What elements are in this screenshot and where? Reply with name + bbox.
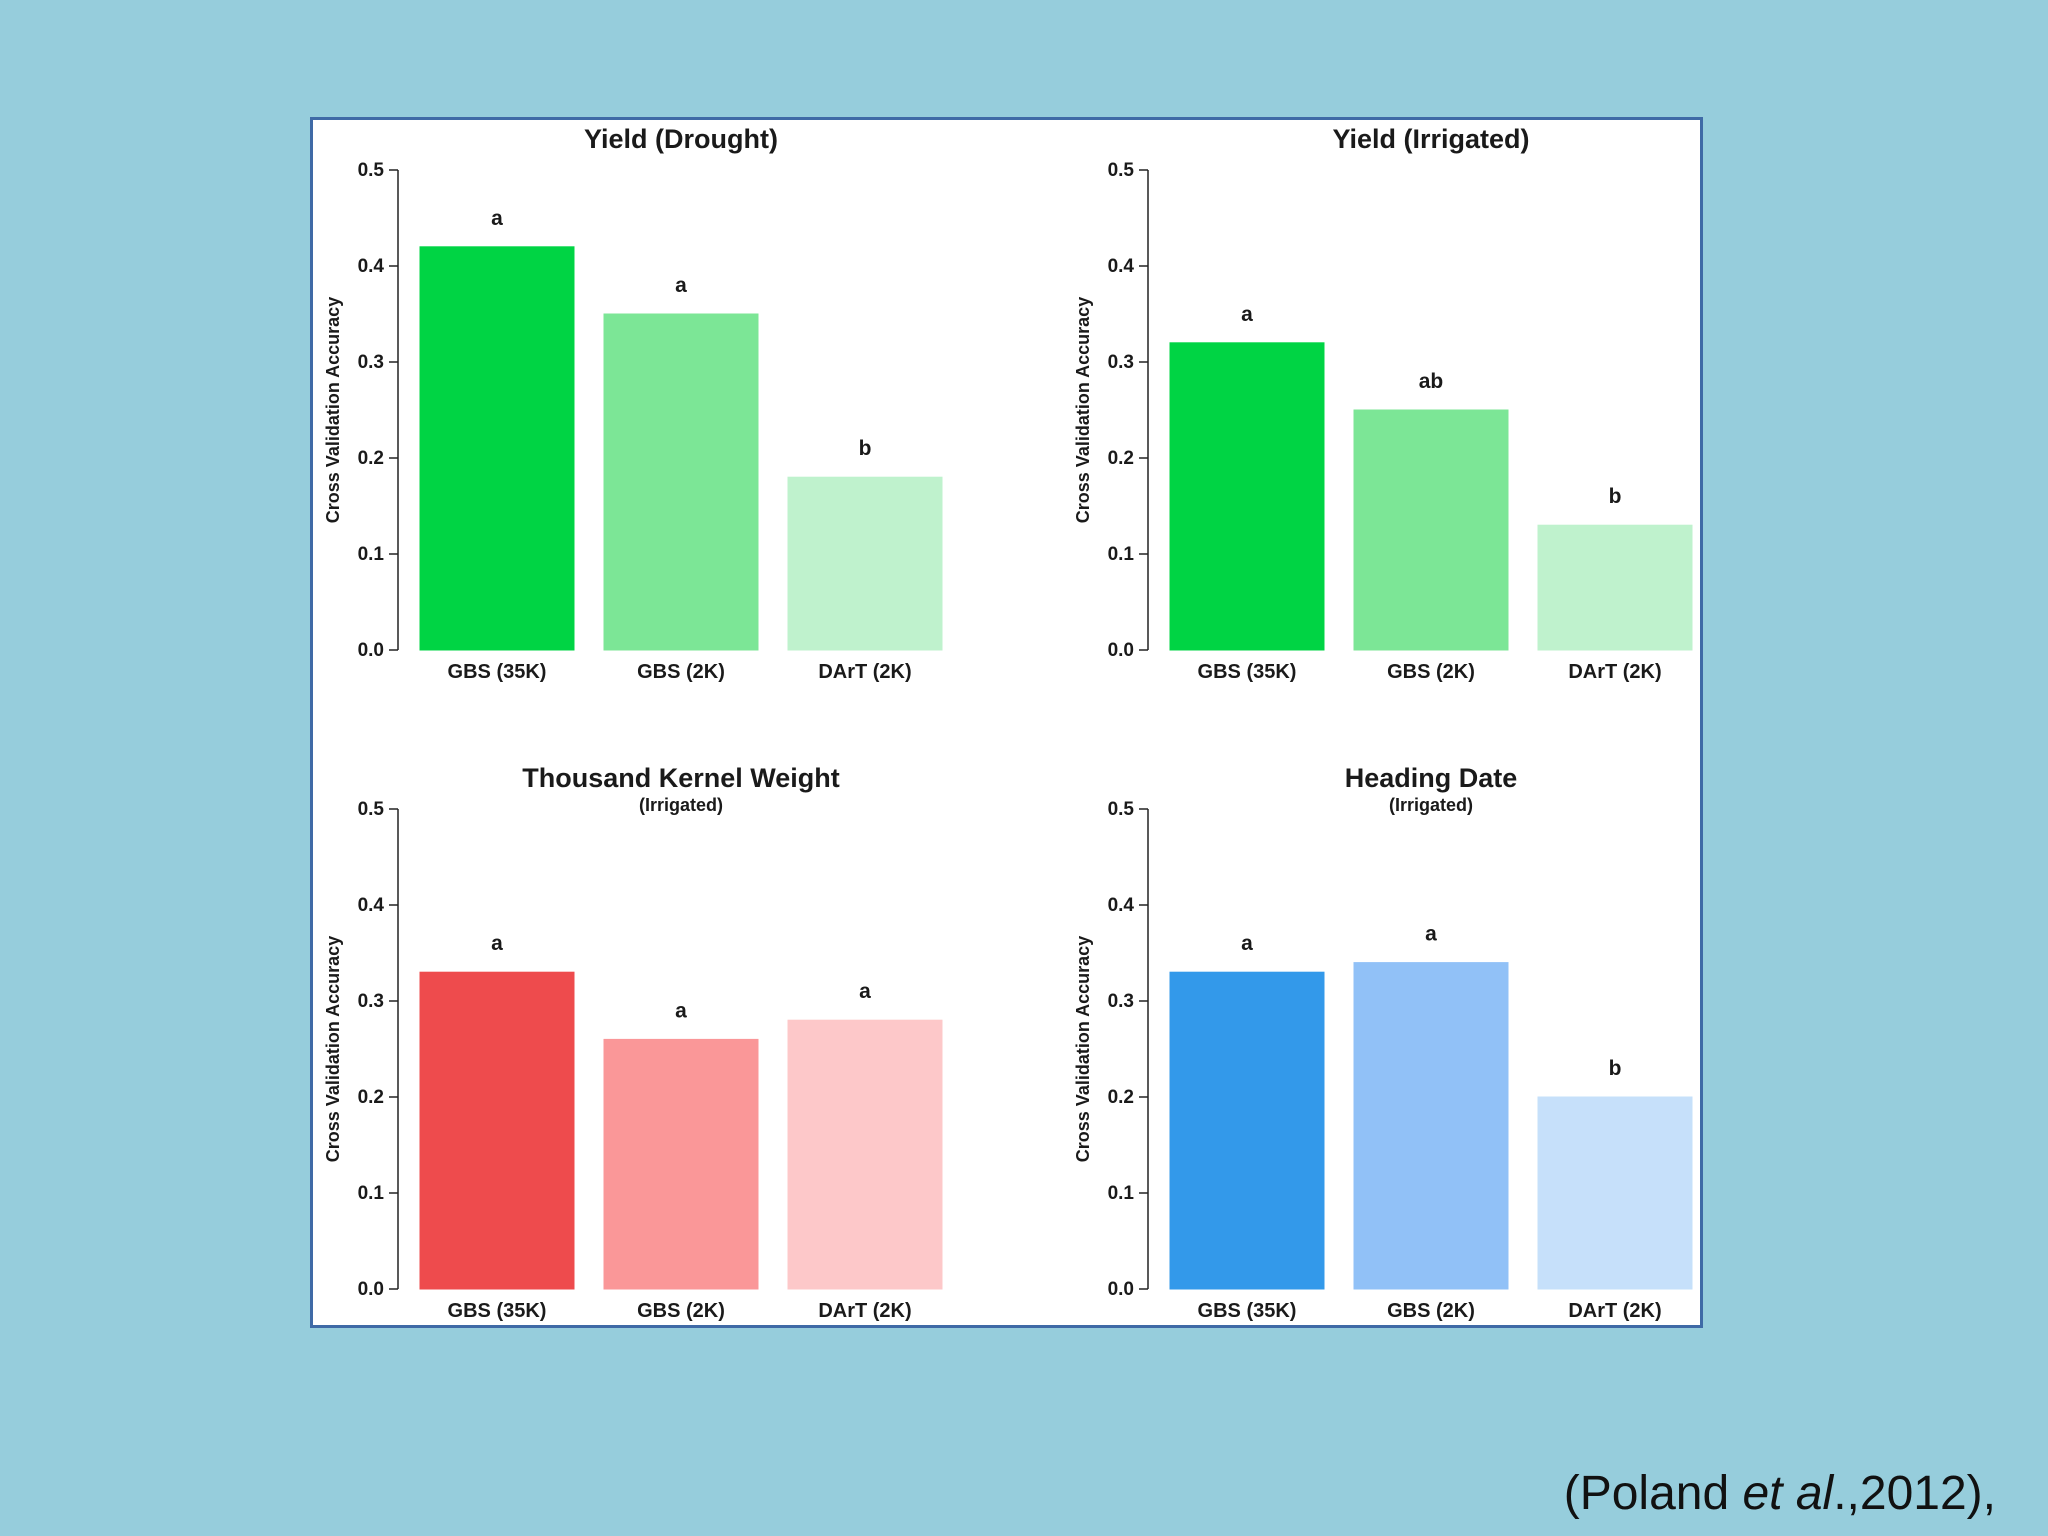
chart-panel-2: Yield (Irrigated) Cross Validation Accura… xyxy=(1073,124,1693,683)
x-category-label: DArT (2K) xyxy=(1568,661,1661,683)
x-category-label: GBS (35K) xyxy=(1198,1300,1297,1322)
bar-significance-label: a xyxy=(675,999,687,1022)
y-tick-label: 0.2 xyxy=(1108,448,1134,469)
x-category-label: DArT (2K) xyxy=(818,1300,911,1322)
x-category-label: GBS (35K) xyxy=(448,661,547,683)
citation: (Poland et al.,2012), xyxy=(1564,1466,1996,1521)
bar-significance-label: a xyxy=(675,274,687,297)
x-category-label: GBS (35K) xyxy=(1198,661,1297,683)
x-category-label: GBS (2K) xyxy=(637,661,725,683)
bar-significance-label: a xyxy=(491,207,503,230)
y-tick-label: 0.3 xyxy=(1108,991,1134,1012)
y-tick-label: 0.1 xyxy=(358,1183,385,1204)
y-tick-label: 0.0 xyxy=(358,1279,384,1300)
y-tick-label: 0.3 xyxy=(358,352,384,373)
y-tick-label: 0.5 xyxy=(1108,799,1135,820)
bar-significance-label: ab xyxy=(1419,370,1444,393)
bar xyxy=(603,313,759,651)
chart-panel-1: Yield (Drought) Cross Validation Accuracy… xyxy=(323,124,943,683)
bar xyxy=(419,246,575,651)
y-tick-label: 0.0 xyxy=(1108,640,1134,661)
y-tick-label: 0.4 xyxy=(358,895,385,916)
bar-significance-label: a xyxy=(1241,303,1253,326)
bar xyxy=(1169,971,1325,1290)
chart-title: Yield (Drought) xyxy=(584,124,778,154)
bar xyxy=(603,1038,759,1290)
y-tick-label: 0.1 xyxy=(1108,1183,1135,1204)
x-category-label: GBS (35K) xyxy=(448,1300,547,1322)
bar xyxy=(419,971,575,1290)
y-axis-label: Cross Validation Accuracy xyxy=(323,297,343,523)
y-tick-label: 0.2 xyxy=(1108,1087,1134,1108)
y-tick-label: 0.4 xyxy=(358,256,385,277)
y-tick-label: 0.5 xyxy=(358,799,385,820)
bar-significance-label: b xyxy=(859,437,872,460)
x-category-label: DArT (2K) xyxy=(818,661,911,683)
bar-significance-label: a xyxy=(491,932,503,955)
bar xyxy=(1169,342,1325,651)
x-category-label: GBS (2K) xyxy=(1387,661,1475,683)
x-category-label: DArT (2K) xyxy=(1568,1300,1661,1322)
citation-before: (Poland xyxy=(1563,1467,1743,1520)
chart-title: Yield (Irrigated) xyxy=(1332,124,1529,154)
bar-significance-label: a xyxy=(859,980,871,1003)
y-tick-label: 0.0 xyxy=(358,640,384,661)
y-tick-label: 0.5 xyxy=(1108,160,1135,181)
bar xyxy=(787,1019,943,1290)
bar-significance-label: a xyxy=(1425,923,1437,946)
y-tick-label: 0.2 xyxy=(358,1087,384,1108)
y-tick-label: 0.1 xyxy=(1108,544,1135,565)
citation-after: .,2012), xyxy=(1833,1467,1996,1520)
chart-title: Thousand Kernel Weight xyxy=(522,763,840,793)
x-category-label: GBS (2K) xyxy=(637,1300,725,1322)
y-axis-label: Cross Validation Accuracy xyxy=(1073,936,1093,1162)
figure-panel: Yield (Drought) Cross Validation Accuracy… xyxy=(310,117,1703,1328)
y-tick-label: 0.4 xyxy=(1108,895,1135,916)
chart-subtitle: (Irrigated) xyxy=(639,795,723,815)
y-tick-label: 0.3 xyxy=(358,991,384,1012)
bar xyxy=(1537,1096,1693,1290)
y-axis-label: Cross Validation Accuracy xyxy=(1073,297,1093,523)
chart-panel-4: Heading Date(Irrigated) Cross Validation … xyxy=(1073,763,1693,1322)
chart-title: Heading Date xyxy=(1345,763,1518,793)
x-category-label: GBS (2K) xyxy=(1387,1300,1475,1322)
bar xyxy=(1353,409,1509,651)
bar-significance-label: b xyxy=(1609,485,1622,508)
y-tick-label: 0.1 xyxy=(358,544,385,565)
y-tick-label: 0.4 xyxy=(1108,256,1135,277)
y-tick-label: 0.2 xyxy=(358,448,384,469)
bar xyxy=(787,476,943,651)
bar-significance-label: a xyxy=(1241,932,1253,955)
chart-subtitle: (Irrigated) xyxy=(1389,795,1473,815)
y-tick-label: 0.3 xyxy=(1108,352,1134,373)
bar-significance-label: b xyxy=(1609,1057,1622,1080)
charts-figure: Yield (Drought) Cross Validation Accuracy… xyxy=(323,124,1693,1322)
chart-panel-3: Thousand Kernel Weight(Irrigated) Cross V… xyxy=(323,763,943,1322)
y-axis-label: Cross Validation Accuracy xyxy=(323,936,343,1162)
citation-italic: et al xyxy=(1742,1467,1834,1520)
bar xyxy=(1537,524,1693,651)
y-tick-label: 0.0 xyxy=(1108,1279,1134,1300)
y-tick-label: 0.5 xyxy=(358,160,385,181)
bar xyxy=(1353,962,1509,1290)
